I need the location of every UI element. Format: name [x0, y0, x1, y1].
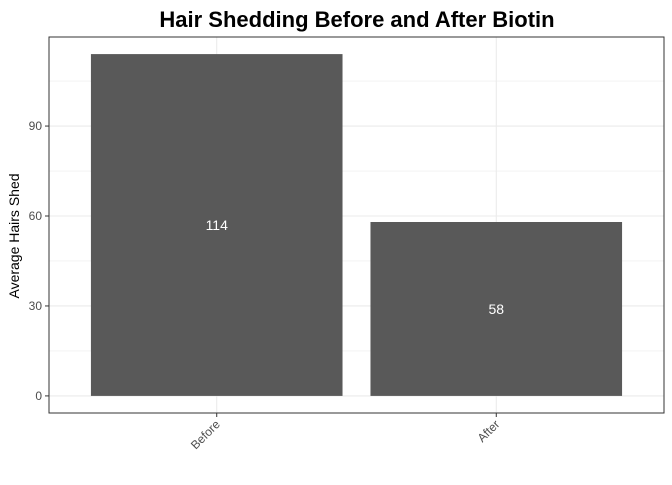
bar-value-label: 58 [488, 301, 504, 317]
y-axis-title: Average Hairs Shed [6, 173, 22, 298]
y-tick-label: 60 [29, 209, 43, 223]
x-tick-label: After [475, 417, 503, 445]
y-axis: 0 30 60 90 [29, 119, 49, 403]
bar-value-label: 114 [206, 217, 229, 233]
bar-after [370, 222, 623, 396]
bars [90, 54, 623, 396]
panel-border [48, 36, 665, 414]
y-tick-label: 0 [35, 389, 42, 403]
bar-value-labels: 114 58 [206, 217, 505, 317]
y-tick-label: 30 [29, 299, 43, 313]
y-tick-label: 90 [29, 119, 43, 133]
bar-before [90, 54, 343, 396]
x-axis: Before After [188, 413, 502, 452]
x-tick-label: Before [188, 417, 223, 452]
chart-title: Hair Shedding Before and After Biotin [159, 7, 554, 32]
